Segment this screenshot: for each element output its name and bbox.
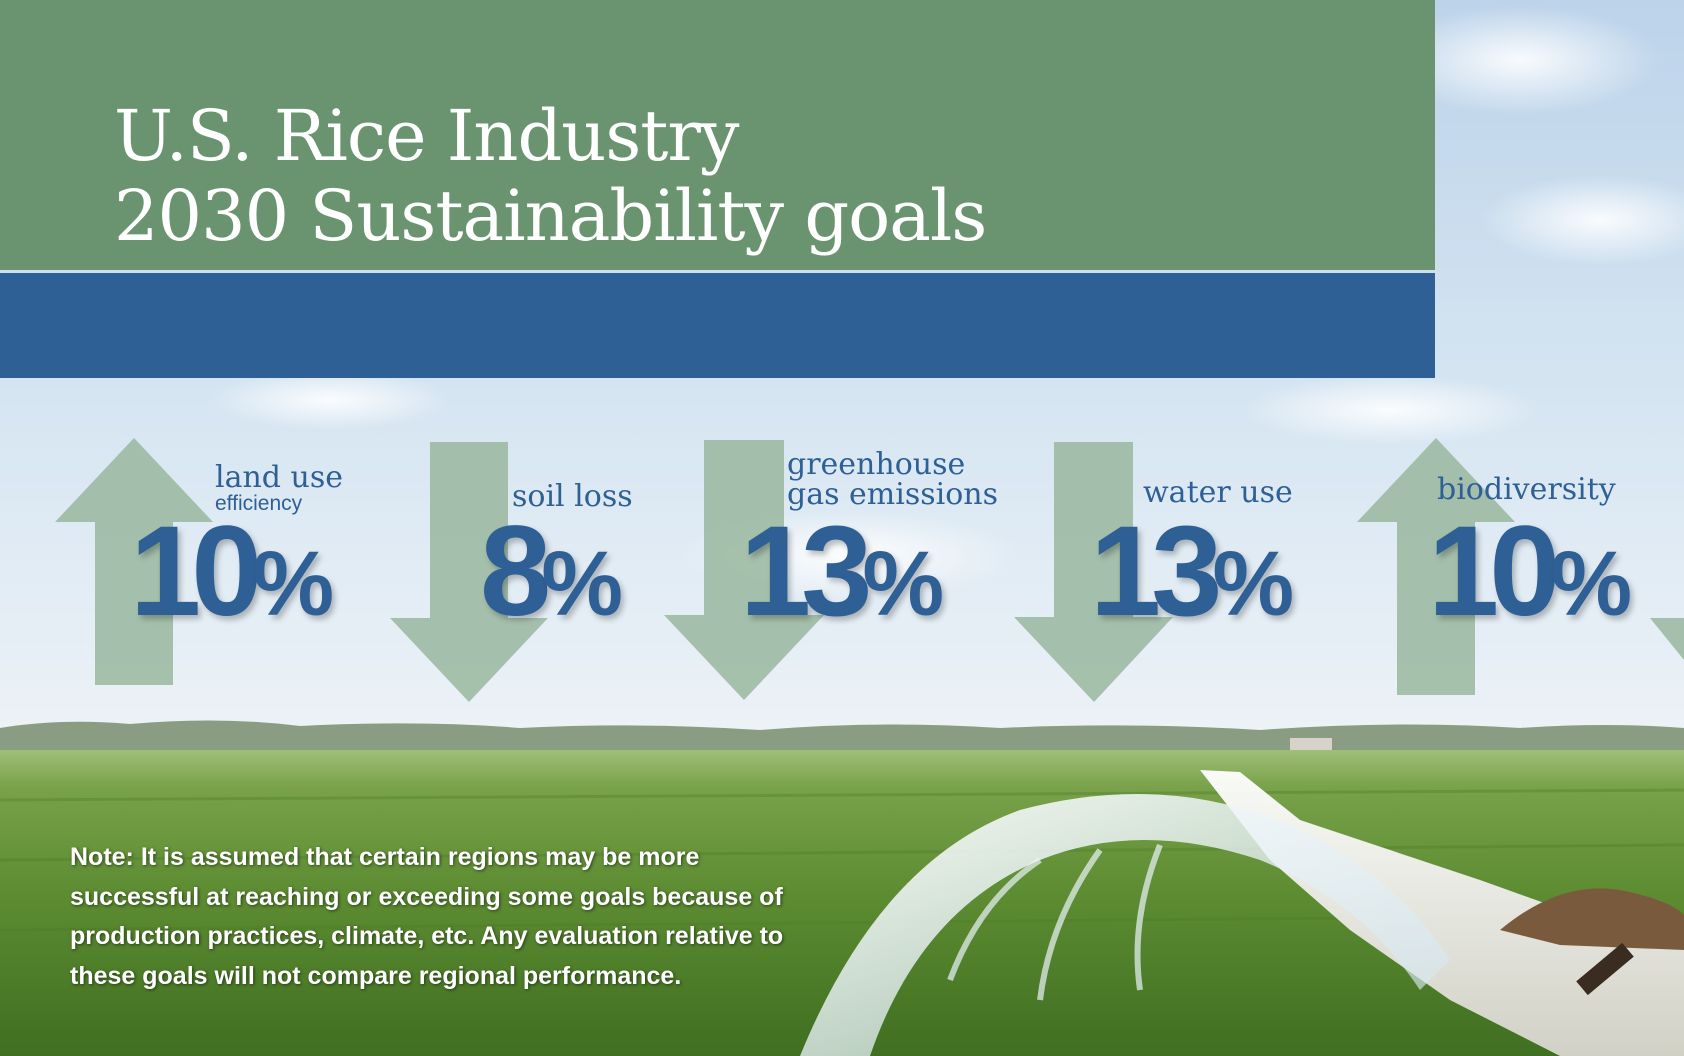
goal-label-water-use: water use	[1143, 478, 1293, 508]
cloud	[1240, 375, 1540, 445]
goal-number: 13	[1090, 500, 1222, 643]
water-spray	[947, 843, 1163, 1001]
goal-number: 8	[480, 500, 551, 643]
field-rows	[0, 788, 1684, 1002]
goal-unit: %	[252, 533, 334, 635]
goal-number: 13	[740, 500, 872, 643]
goal-value-greenhouse: 13%	[740, 508, 944, 648]
goal-label-text: land use	[215, 460, 344, 495]
goal-label-greenhouse: greenhouse gas emissions	[787, 450, 998, 510]
goal-label-text: water use	[1143, 475, 1293, 510]
cloud	[210, 370, 450, 430]
header-green-band	[0, 0, 1435, 270]
goal-unit: %	[1212, 533, 1294, 635]
pipe-gate	[1576, 942, 1634, 996]
goal-value-soil-loss: 8%	[480, 508, 623, 648]
goal-label-land-use: land use efficiency	[215, 463, 343, 515]
goal-number: 10	[1428, 500, 1560, 643]
goal-number: 10	[130, 500, 262, 643]
goal-unit: %	[1550, 533, 1632, 635]
title-line-1: U.S. Rice Industry	[114, 95, 739, 177]
goal-unit: %	[862, 533, 944, 635]
goal-value-land-use: 10%	[130, 508, 334, 648]
cloud	[1480, 175, 1684, 265]
cloud	[1380, 5, 1660, 115]
note-text: Note: It is assumed that certain regions…	[70, 843, 784, 990]
title-line-2: 2030 Sustainability goals	[114, 175, 987, 257]
goal-label-line-1: greenhouse	[787, 447, 966, 482]
goal-unit: %	[541, 533, 623, 635]
goal-label-soil-loss: soil loss	[512, 482, 633, 512]
dirt-mound	[1500, 888, 1684, 950]
goal-label-line-2: gas emissions	[787, 477, 998, 512]
goal-value-water-use: 13%	[1090, 508, 1294, 648]
water-arc	[800, 794, 1450, 1056]
goal-sublabel: efficiency	[215, 492, 303, 515]
goal-value-biodiversity: 10%	[1428, 508, 1632, 648]
tree-line	[0, 720, 1684, 752]
goal-label-text: soil loss	[512, 479, 633, 514]
header-blue-band	[0, 273, 1435, 378]
goal-label-text: biodiversity	[1437, 472, 1616, 507]
page-title: U.S. Rice Industry 2030 Sustainability g…	[114, 95, 987, 257]
goal-label-biodiversity: biodiversity	[1437, 475, 1616, 505]
